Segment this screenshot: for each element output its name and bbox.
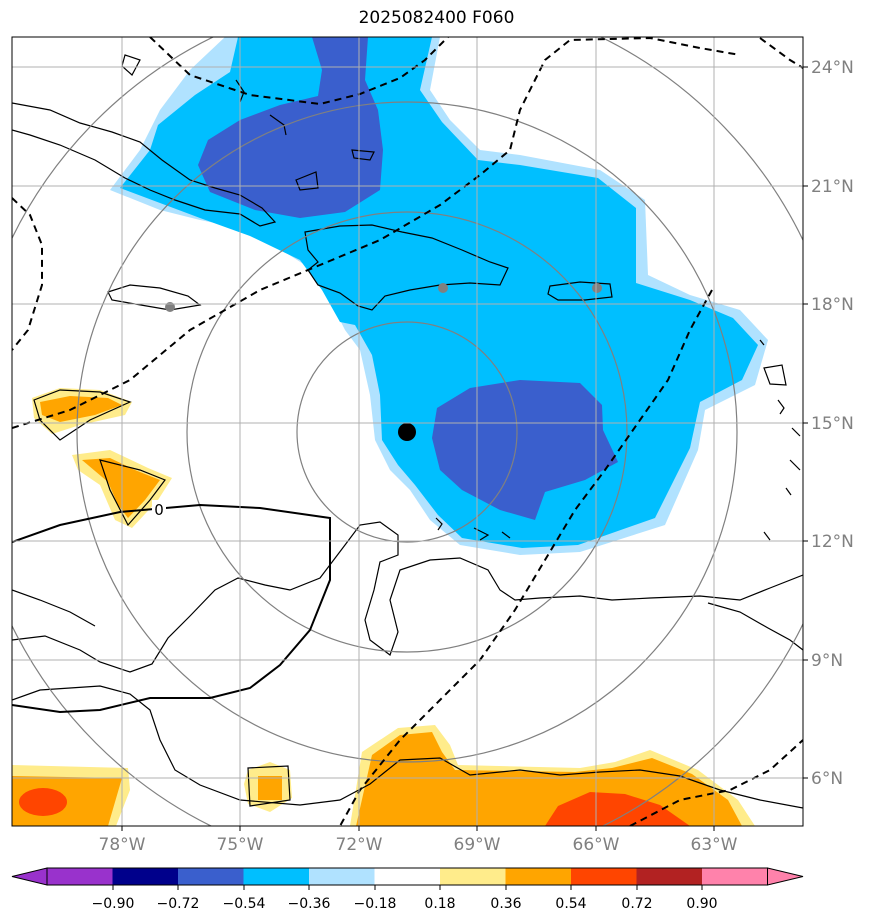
colorbar-arrow-low [11,867,48,886]
colorbar-segment [702,868,768,885]
gridlines [12,37,803,826]
colorbar-tick-label: −0.72 [157,896,200,912]
colorbar-segment [374,868,441,885]
colorbar-tick-label: 0.36 [490,896,521,912]
lat-label: 21°N [811,177,854,197]
colorbar-segment [505,868,572,885]
lat-label: 9°N [811,651,843,671]
map-title: 2025082400 F060 [358,8,515,28]
contour-label: 0 [154,501,164,519]
lon-label: 72°W [336,835,383,855]
lon-label: 63°W [691,835,738,855]
negative-anomaly-strong-south [432,380,618,520]
lon-label: 69°W [454,835,501,855]
colorbar-tick-label: −0.90 [92,896,135,912]
lon-label: 66°W [573,835,620,855]
colorbar-tick-label: 0.54 [555,896,586,912]
colorbar-tick-label: 0.18 [424,896,455,912]
city-marker-santo-domingo [438,283,448,293]
colorbar-tick-label: −0.36 [288,896,331,912]
lat-label: 24°N [811,58,854,78]
dashed-contours [12,37,803,826]
lat-label: 6°N [811,769,843,789]
colorbar-tick-label: −0.54 [223,896,266,912]
storm-center-marker [398,423,416,441]
negative-anomaly-strong-north [198,37,383,218]
colorbar-tick-label: 0.72 [621,896,652,912]
colorbar-segment [178,868,244,885]
lat-label: 15°N [811,414,854,434]
lat-label: 18°N [811,295,854,315]
colorbar [11,867,804,886]
range-rings [12,37,803,826]
colorbar-tick-label: 0.90 [686,896,717,912]
colorbar-segment [112,868,179,885]
colorbar-segment [571,868,637,885]
colorbar-outline [46,867,768,886]
lon-label: 78°W [99,835,146,855]
colorbar-segment [636,868,703,885]
colorbar-segment [309,868,375,885]
lon-label: 75°W [217,835,264,855]
colorbar-arrow-high [767,867,804,886]
colorbar-segment [243,868,310,885]
zero-contour [12,503,331,714]
colorbar-segment [440,868,506,885]
map-panel: 0 [12,37,803,826]
city-marker-san-juan [592,283,602,293]
colorbar-tick-label: −0.18 [354,896,397,912]
lat-label: 12°N [811,532,854,552]
colorbar-segment [47,868,113,885]
